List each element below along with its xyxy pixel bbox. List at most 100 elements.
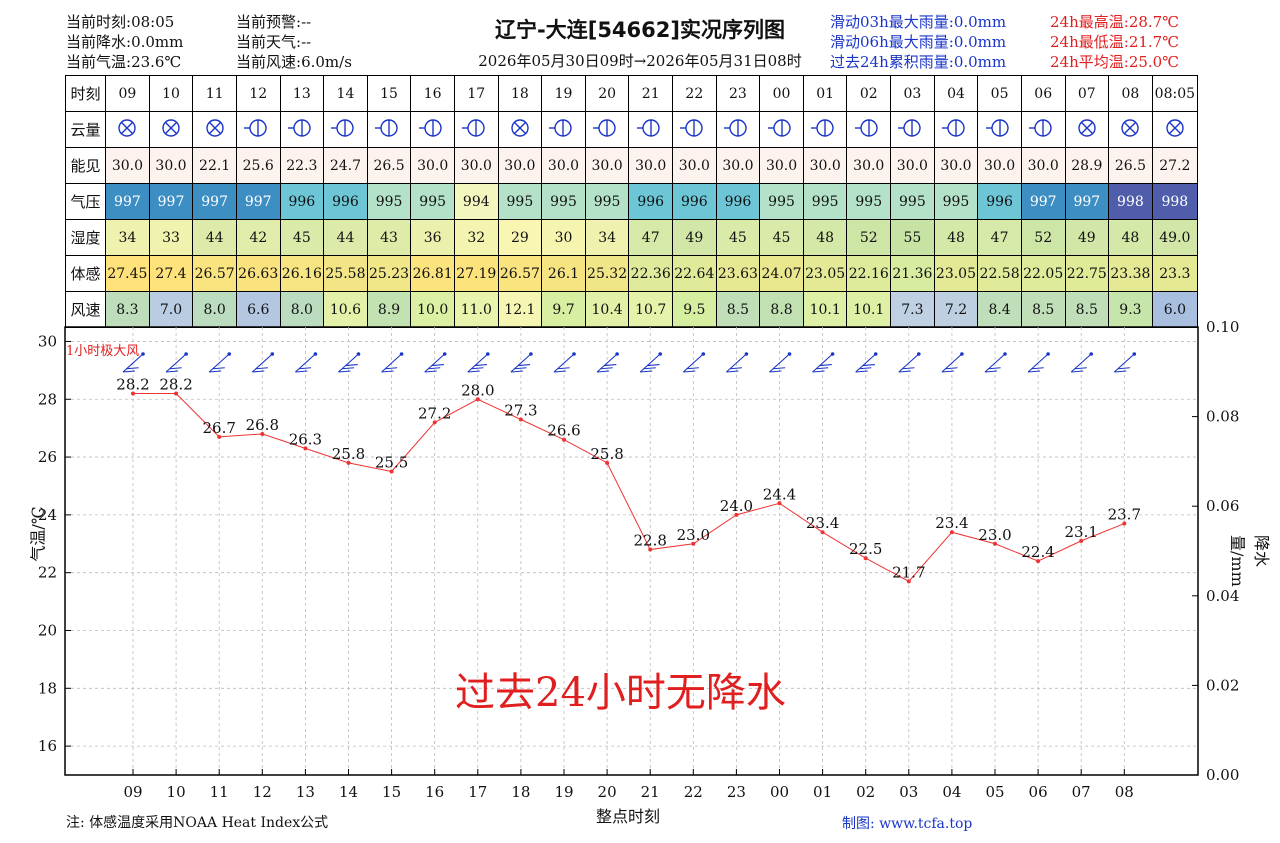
partly-cloudy-icon xyxy=(418,118,442,137)
y2-tick-label: 0.08 xyxy=(1206,408,1239,426)
pressure-cell: 996 xyxy=(672,183,717,220)
humidity-cell: 49 xyxy=(672,219,717,256)
temperature-label: 22.5 xyxy=(849,540,882,558)
wind-speed-cell: 8.8 xyxy=(759,291,804,328)
feels-like-cell: 26.57 xyxy=(497,255,543,292)
wind-speed-cell: 8.5 xyxy=(1064,291,1110,328)
wind-speed-cell: 6.0 xyxy=(1151,291,1199,328)
temperature-label: 23.4 xyxy=(935,514,968,532)
current-time: 当前时刻:08:05 xyxy=(66,13,175,31)
feels-like-cell: 27.45 xyxy=(105,255,150,292)
visibility-cell: 30.0 xyxy=(672,147,717,184)
visibility-cell: 30.0 xyxy=(628,147,674,184)
pressure-cell: 996 xyxy=(279,183,325,220)
humidity-cell: 55 xyxy=(890,219,935,256)
wind-barb-icon xyxy=(467,352,490,373)
x-tick-label: 09 xyxy=(123,783,142,801)
credit-link[interactable]: 制图: www.tcfa.top xyxy=(842,816,973,832)
x-tick-label: 11 xyxy=(210,783,229,801)
wind-barb-icon xyxy=(510,352,533,373)
pressure-cell: 995 xyxy=(933,183,979,220)
x-tick-label: 23 xyxy=(727,783,746,801)
feels-like-cell: 26.1 xyxy=(541,255,586,292)
wind-speed-cell: 8.5 xyxy=(715,291,761,328)
time-cell: 00 xyxy=(759,75,804,112)
temperature-point xyxy=(174,391,179,396)
row-feels-like: 体感 27.45 27.4 26.57 26.63 26.16 25.58 25.23 26.8… xyxy=(64,255,1199,292)
temperature-point xyxy=(217,434,222,439)
wind-speed-cell: 9.3 xyxy=(1108,291,1153,328)
visibility-cell: 30.0 xyxy=(541,147,586,184)
wind-speed-cell: 8.0 xyxy=(279,291,325,328)
time-cell: 18 xyxy=(497,75,543,112)
temperature-point xyxy=(1036,559,1041,564)
x-tick-label: 14 xyxy=(339,783,358,801)
y-tick-label: 18 xyxy=(38,679,57,697)
time-cell: 08 xyxy=(1108,75,1153,112)
wind-speed-cell: 10.7 xyxy=(628,291,674,328)
overcast-x-icon xyxy=(1078,118,1096,137)
wind-speed-cell: 7.2 xyxy=(933,291,979,328)
wind-speed-cell: 8.4 xyxy=(977,291,1022,328)
overcast-x-icon xyxy=(162,118,180,137)
pressure-cell: 995 xyxy=(410,183,455,220)
wind-speed-cell: 7.3 xyxy=(890,291,935,328)
header-rain: 滑动03h最大雨量:0.0mm 滑动06h最大雨量:0.0mm 过去24h累积雨… xyxy=(830,12,1006,72)
wind-barb-icon xyxy=(381,352,404,373)
chart-subtitle: 2026年05月30日09时→2026年05月31日08时 xyxy=(478,52,802,70)
y-tick-label: 30 xyxy=(38,332,57,350)
humidity-cell: 32 xyxy=(453,219,499,256)
y2-tick-label: 0.02 xyxy=(1206,676,1239,694)
wind-barb-icon xyxy=(1113,352,1137,373)
y-axis-label: 气温/℃ xyxy=(28,506,48,562)
wind-barb-icon xyxy=(338,352,361,373)
observation-table: 时刻 09 10 11 12 13 14 15 16 17 18 19 20 21 22 23 00 01 02 03… xyxy=(64,75,1199,328)
header-mid: 当前预警:-- 当前天气:-- 当前风速:6.0m/s xyxy=(236,12,352,72)
feels-like-cell: 23.05 xyxy=(802,255,848,292)
pressure-cell: 995 xyxy=(846,183,892,220)
x-tick-label: 20 xyxy=(598,783,617,801)
y2-tick-label: 0.06 xyxy=(1206,497,1239,515)
y-tick-label: 22 xyxy=(38,564,57,582)
feels-like-cell: 22.64 xyxy=(672,255,717,292)
temperature-label: 27.2 xyxy=(418,404,451,422)
wind-barb-icon xyxy=(424,352,447,373)
x-tick-label: 02 xyxy=(856,783,875,801)
cloud-cell xyxy=(846,111,892,148)
temperature-label: 28.2 xyxy=(159,375,192,393)
time-cell: 01 xyxy=(802,75,848,112)
temperature-line xyxy=(133,392,1125,582)
temperature-label: 22.4 xyxy=(1021,543,1054,561)
overcast-x-icon xyxy=(205,118,224,137)
cloud-cell xyxy=(584,111,630,148)
wind-barb-icon xyxy=(122,352,145,373)
cloud-cell xyxy=(323,111,368,148)
feels-like-cell: 22.75 xyxy=(1064,255,1110,292)
y2-tick-label: 0.00 xyxy=(1206,766,1239,784)
pressure-cell: 997 xyxy=(1020,183,1066,220)
temperature-point xyxy=(906,579,911,584)
wind-barb-icon xyxy=(1027,352,1050,373)
feels-like-cell: 27.19 xyxy=(453,255,499,292)
wind-speed-cell: 11.0 xyxy=(453,291,499,328)
visibility-cell: 30.0 xyxy=(802,147,848,184)
row-label-humidity: 湿度 xyxy=(64,219,107,256)
time-cell: 21 xyxy=(628,75,674,112)
y-tick-label: 16 xyxy=(38,737,57,755)
row-label-time: 时刻 xyxy=(64,75,107,112)
overcast-x-icon xyxy=(1166,118,1184,137)
wind-speed-cell: 9.5 xyxy=(672,291,717,328)
wind-speed-cell: 10.4 xyxy=(584,291,630,328)
temperature-label: 27.3 xyxy=(504,401,537,419)
temperature-label: 26.3 xyxy=(289,430,322,448)
feels-like-cell: 26.63 xyxy=(235,255,281,292)
wind-barb-icon xyxy=(251,352,275,373)
cloud-cell xyxy=(279,111,325,148)
x-tick-label: 21 xyxy=(641,783,660,801)
visibility-cell: 26.5 xyxy=(1108,147,1153,184)
wind-barb-icon xyxy=(855,352,878,373)
pressure-cell: 997 xyxy=(192,183,237,220)
temperature-label: 26.6 xyxy=(547,422,580,440)
chart-title: 辽宁-大连[54662]实况序列图 xyxy=(495,18,785,42)
partly-cloudy-icon xyxy=(593,118,616,137)
